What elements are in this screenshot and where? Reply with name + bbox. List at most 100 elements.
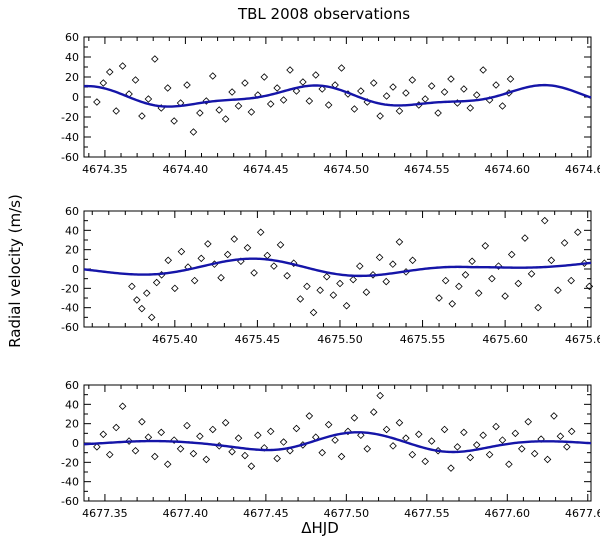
y-axis-title: Radial velocity (m/s) <box>6 194 24 348</box>
x-tick-label: 4677.35 <box>82 507 128 520</box>
data-point <box>395 418 404 427</box>
data-point <box>369 408 378 416</box>
data-point <box>382 277 390 286</box>
data-point <box>527 270 536 278</box>
data-point <box>197 254 206 263</box>
data-point <box>125 437 133 445</box>
data-point <box>163 460 172 469</box>
x-tick-label: 4675.40 <box>152 333 198 346</box>
data-point <box>99 79 108 87</box>
data-point <box>131 76 140 84</box>
data-point <box>472 91 481 99</box>
data-point <box>488 274 496 283</box>
x-tick-label: 4674.50 <box>324 163 370 176</box>
data-point <box>556 432 565 440</box>
data-point <box>356 262 364 270</box>
data-point <box>105 68 114 76</box>
data-point <box>492 81 500 89</box>
data-point <box>421 457 429 466</box>
data-point <box>144 95 153 103</box>
data-point <box>448 300 457 308</box>
data-point <box>357 431 365 440</box>
y-tick-label: 0 <box>72 263 79 276</box>
data-point <box>292 424 301 433</box>
data-point <box>574 228 582 237</box>
chart-title: TBL 2008 observations <box>237 5 410 23</box>
y-tick-label: 40 <box>65 398 79 411</box>
data-point <box>217 273 225 282</box>
y-tick-label: 60 <box>65 205 79 218</box>
data-point <box>157 428 166 437</box>
data-point <box>221 418 230 427</box>
data-point <box>250 269 258 277</box>
data-point <box>312 71 320 79</box>
data-point <box>215 106 223 114</box>
data-point <box>479 66 487 74</box>
data-point <box>468 257 476 266</box>
data-point <box>362 288 371 296</box>
x-tick-label: 4674.35 <box>82 163 128 176</box>
y-tick-label: 20 <box>65 71 79 84</box>
data-point <box>241 79 249 87</box>
data-point <box>230 235 239 243</box>
data-point <box>93 98 101 106</box>
x-tick-label: 4675.60 <box>482 333 528 346</box>
data-point <box>309 308 318 317</box>
data-point <box>170 436 178 444</box>
y-tick-label: -40 <box>61 302 79 315</box>
data-point <box>329 291 338 299</box>
data-point <box>540 216 549 225</box>
data-point <box>461 271 470 279</box>
data-point <box>318 85 326 93</box>
data-point <box>342 301 351 310</box>
data-point <box>501 292 509 300</box>
data-point <box>389 442 397 450</box>
y-tick-label: -20 <box>61 456 79 469</box>
data-point <box>543 455 552 464</box>
plot-frame <box>83 36 592 158</box>
data-point <box>189 128 198 136</box>
data-point <box>112 107 120 115</box>
data-point <box>331 436 339 444</box>
data-point <box>176 445 185 453</box>
data-point <box>427 82 436 90</box>
data-point <box>505 460 513 469</box>
data-point <box>481 242 490 250</box>
data-point <box>208 425 217 434</box>
x-axis-title: ΔHJD <box>301 519 339 537</box>
data-point <box>402 89 410 97</box>
data-point <box>350 105 359 113</box>
data-point <box>204 240 212 248</box>
data-point <box>434 109 442 117</box>
data-point <box>170 117 178 125</box>
y-tick-label: 60 <box>65 379 79 392</box>
data-point <box>138 304 146 313</box>
y-tick-label: 60 <box>65 31 79 44</box>
fit-curve <box>83 83 592 108</box>
fit-curve <box>83 257 592 278</box>
data-point <box>453 443 462 451</box>
data-point <box>466 104 475 112</box>
data-point <box>247 108 256 116</box>
data-point <box>234 434 243 442</box>
x-tick-label: 4675.65 <box>565 333 600 346</box>
data-point <box>273 84 281 92</box>
data-point <box>322 272 331 281</box>
y-tick-label: 40 <box>65 51 79 64</box>
data-point <box>498 436 507 444</box>
x-tick-label: 4677.45 <box>243 507 289 520</box>
data-point <box>228 88 236 96</box>
x-tick-label: 4677.65 <box>565 507 600 520</box>
x-tick-label: 4677.50 <box>324 507 370 520</box>
data-point <box>421 95 429 103</box>
data-point <box>580 259 589 267</box>
data-point <box>128 282 136 291</box>
data-point <box>283 272 291 280</box>
data-point <box>133 296 141 304</box>
data-point <box>163 84 172 92</box>
data-point <box>118 62 127 70</box>
data-point <box>369 79 378 87</box>
data-point <box>276 241 285 249</box>
data-point <box>389 260 397 268</box>
data-point <box>144 433 153 441</box>
